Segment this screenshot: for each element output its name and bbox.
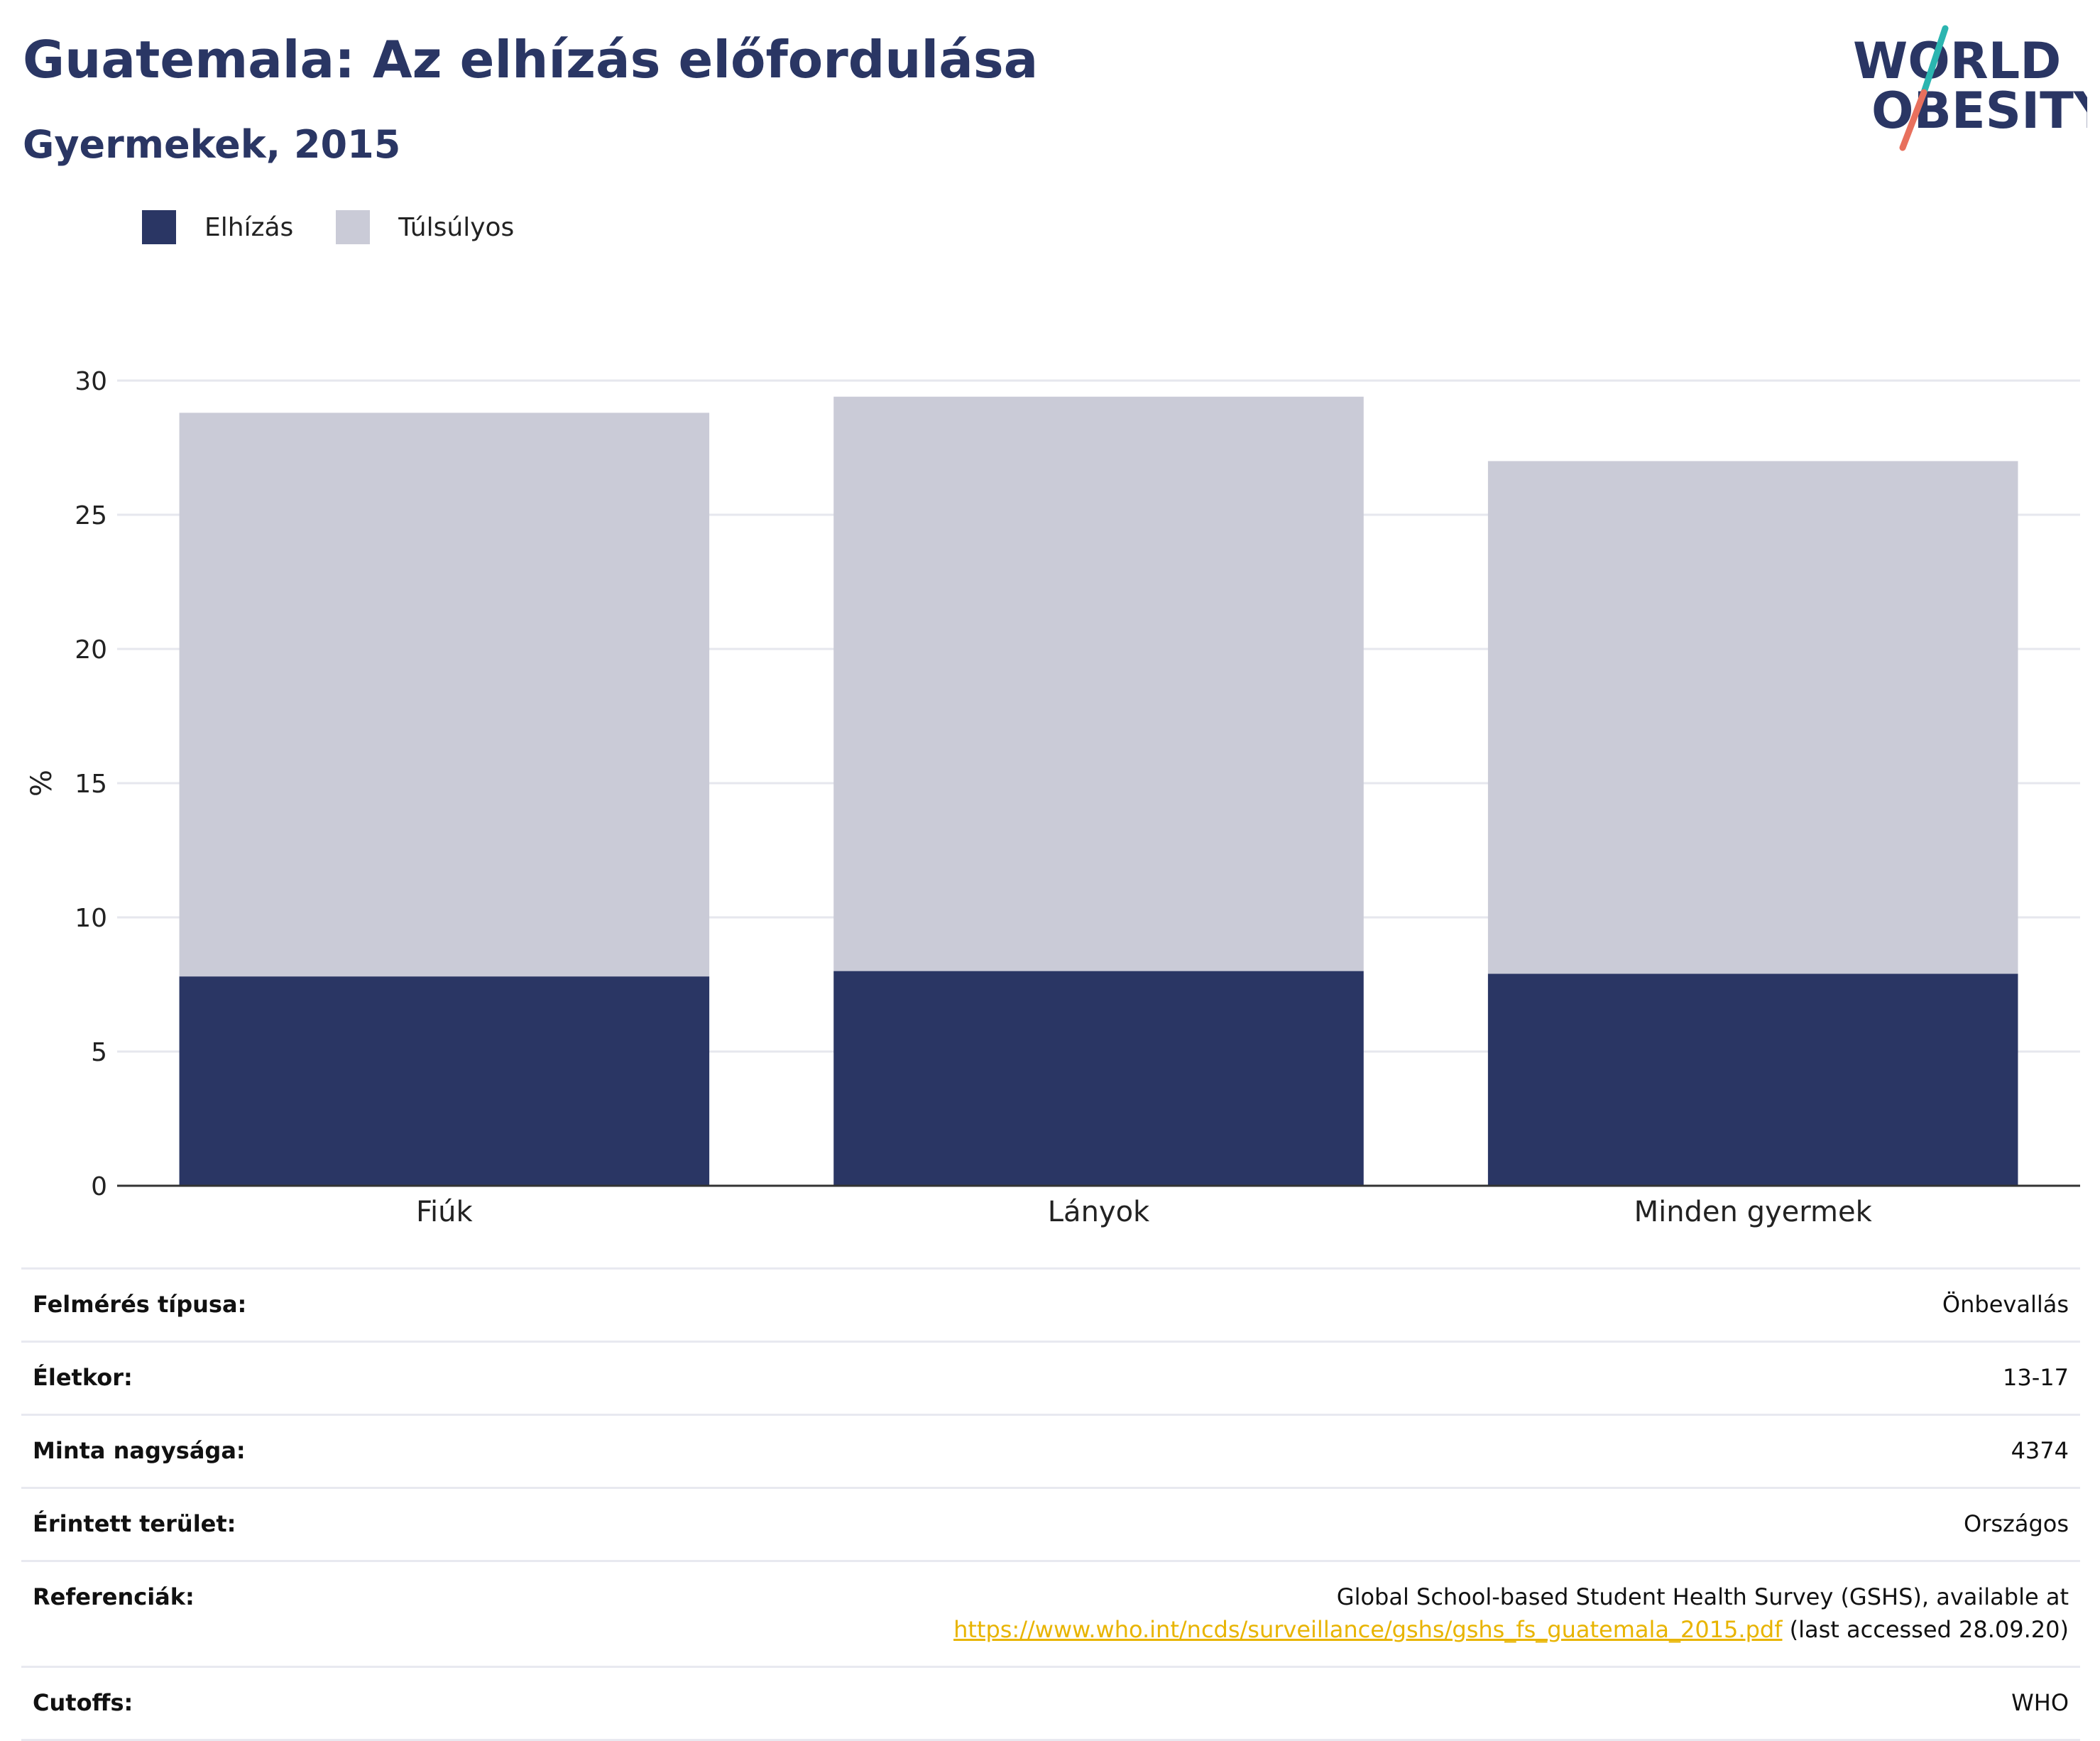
logo-slash-coral [1899, 89, 1927, 151]
chart-subtitle: Gyermekek, 2015 [23, 122, 401, 167]
legend-label-overweight: Túlsúlyos [398, 212, 515, 242]
chart-legend: Elhízás Túlsúlyos [142, 210, 557, 244]
meta-row-survey-type: Felmérés típusa: Önbevallás [21, 1267, 2080, 1341]
y-tick-label: 25 [75, 501, 107, 530]
x-tick-label: Lányok [1048, 1196, 1150, 1228]
legend-item-obesity[interactable]: Elhízás [142, 210, 293, 244]
legend-swatch-overweight [336, 210, 371, 244]
meta-row-area: Érintett terület: Országos [21, 1487, 2080, 1560]
meta-value: Országos [1964, 1510, 2069, 1537]
y-axis-label: % [26, 770, 58, 797]
x-tick-label: Minden gyermek [1634, 1196, 1873, 1228]
meta-row-age: Életkor: 13-17 [21, 1341, 2080, 1414]
bar-overweight [179, 413, 710, 977]
legend-item-overweight[interactable]: Túlsúlyos [336, 210, 514, 244]
meta-row-cutoffs: Cutoffs: WHO [21, 1666, 2080, 1741]
meta-value: WHO [2011, 1689, 2069, 1716]
chart-title: Guatemala: Az elhízás előfordulása [23, 30, 1039, 89]
meta-value: Global School-based Student Health Surve… [953, 1581, 2069, 1646]
meta-value: 4374 [2011, 1437, 2069, 1464]
logo-slash-teal [1920, 25, 1949, 96]
bar-obesity [1487, 973, 2018, 1186]
y-tick-label: 20 [75, 635, 107, 665]
y-tick-label: 30 [75, 367, 107, 396]
legend-swatch-obesity [142, 210, 176, 244]
logo-word-world: WORLD [1853, 32, 2061, 90]
meta-label: Érintett terület: [33, 1510, 236, 1537]
bar-overweight [833, 396, 1364, 971]
meta-label: Felmérés típusa: [33, 1291, 247, 1318]
bar-overweight [1487, 461, 2018, 974]
y-tick-label: 15 [75, 770, 107, 799]
bar-obesity [833, 971, 1364, 1186]
y-tick-label: 0 [91, 1172, 107, 1201]
stacked-bar-chart: 0 5 10 15 20 25 30% Fiúk Lányok Minden gyermek [26, 367, 2080, 1228]
meta-value: Önbevallás [1942, 1291, 2069, 1318]
reference-access-date: (last accessed 28.09.20) [1782, 1616, 2069, 1643]
world-obesity-logo: WORLD OBESITY [1853, 25, 2087, 151]
meta-label: Cutoffs: [33, 1689, 133, 1716]
y-tick-label: 5 [91, 1038, 107, 1067]
meta-label: Minta nagysága: [33, 1437, 246, 1464]
meta-label: Referenciák: [33, 1583, 195, 1610]
survey-metadata-table: Felmérés típusa: Önbevallás Életkor: 13-… [21, 1267, 2080, 1741]
x-tick-label: Fiúk [416, 1196, 474, 1228]
bar-obesity [179, 976, 710, 1186]
meta-row-sample-size: Minta nagysága: 4374 [21, 1414, 2080, 1487]
y-tick-label: 10 [75, 904, 107, 933]
reference-link[interactable]: https://www.who.int/ncds/surveillance/gs… [953, 1616, 1783, 1643]
reference-text: Global School-based Student Health Surve… [1336, 1583, 2069, 1610]
meta-value: 13-17 [2003, 1364, 2069, 1391]
logo-word-obesity: OBESITY [1871, 82, 2087, 140]
meta-label: Életkor: [33, 1364, 133, 1391]
legend-label-obesity: Elhízás [204, 212, 294, 242]
meta-row-references: Referenciák: Global School-based Student… [21, 1560, 2080, 1666]
